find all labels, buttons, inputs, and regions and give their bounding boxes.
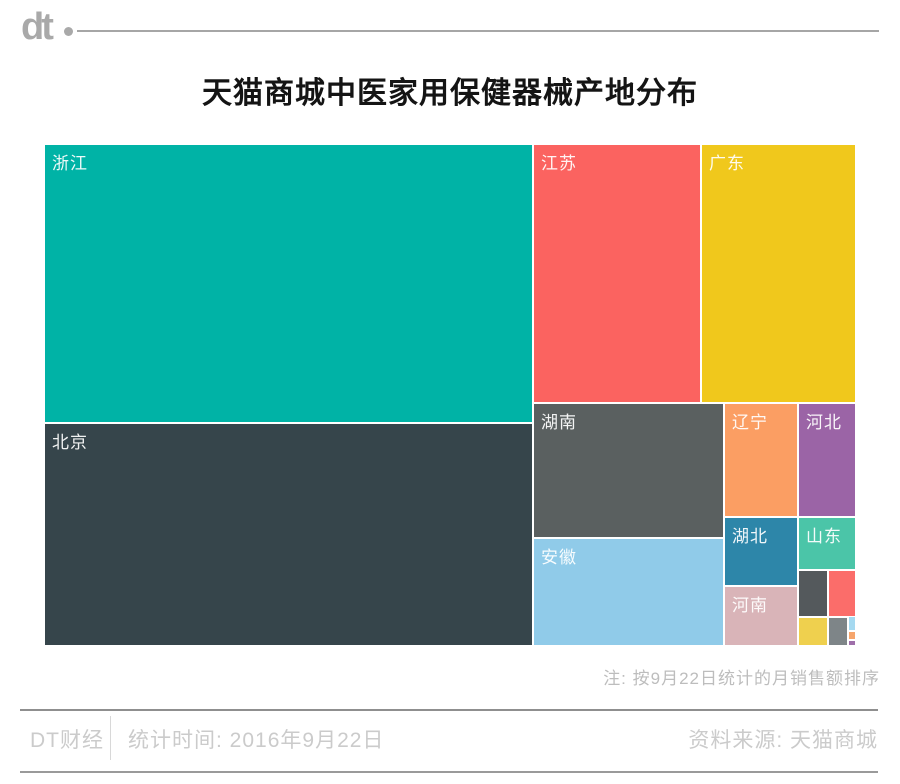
dt-logo: dt (21, 6, 54, 48)
treemap-block-label: 浙江 (52, 154, 88, 173)
footer-stat-time: 统计时间: 2016年9月22日 (128, 729, 385, 752)
treemap-block-other-1 (799, 571, 827, 616)
treemap-block-other-3 (799, 618, 827, 645)
dt-logo-dot-icon (64, 27, 73, 36)
treemap-block-liaoning: 辽宁 (725, 404, 797, 516)
footer-rule-top (20, 709, 878, 711)
treemap-block-hubei: 湖北 (725, 518, 797, 585)
footer-brand: DT财经 (30, 729, 104, 752)
treemap-block-shandong: 山东 (799, 518, 855, 569)
treemap-block-other-6 (849, 632, 855, 639)
treemap-block-other-2 (829, 571, 855, 616)
treemap-block-label: 广东 (709, 154, 745, 173)
treemap-block-label: 河南 (732, 596, 768, 615)
treemap-block-other-5 (849, 617, 855, 630)
treemap-block-zhejiang: 浙江 (45, 145, 532, 422)
treemap-block-label: 河北 (806, 413, 842, 432)
treemap-block-hunan: 湖南 (534, 404, 723, 537)
treemap-block-label: 北京 (52, 433, 88, 452)
treemap-block-guangdong: 广东 (702, 145, 855, 402)
chart-note: 注: 按9月22日统计的月销售额排序 (603, 669, 880, 688)
treemap-block-other-4 (829, 618, 847, 645)
header-rule-line (77, 30, 879, 32)
treemap-block-label: 辽宁 (732, 413, 768, 432)
footer-rule-bottom (20, 771, 878, 773)
treemap-block-label: 湖北 (732, 527, 768, 546)
treemap-block-hebei: 河北 (799, 404, 855, 516)
page-title: 天猫商城中医家用保健器械产地分布 (202, 77, 698, 110)
treemap-block-label: 安徽 (541, 548, 577, 567)
footer-divider (110, 716, 111, 760)
treemap-block-jiangsu: 江苏 (534, 145, 700, 402)
treemap-block-label: 山东 (806, 527, 842, 546)
treemap-block-anhui: 安徽 (534, 539, 723, 645)
treemap-block-label: 江苏 (541, 154, 577, 173)
treemap-block-label: 湖南 (541, 413, 577, 432)
treemap-block-henan: 河南 (725, 587, 797, 645)
treemap-block-other-7 (849, 641, 855, 645)
treemap-chart: 浙江北京 江苏 广东湖南安徽 辽宁 河北湖北 山东河南 (45, 145, 855, 645)
treemap-block-beijing: 北京 (45, 424, 532, 645)
footer-source: 资料来源: 天猫商城 (688, 729, 878, 752)
